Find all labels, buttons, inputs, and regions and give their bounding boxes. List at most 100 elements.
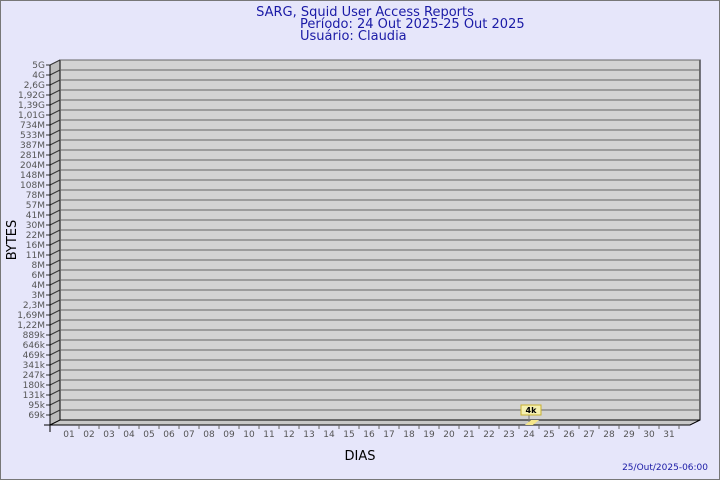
- y-tick-label: 22M: [26, 231, 45, 241]
- y-tick-label: 30M: [26, 221, 45, 231]
- x-tick-label: 30: [643, 430, 655, 440]
- y-tick-label: 57M: [26, 201, 45, 211]
- y-tick-label: 1,22M: [17, 321, 45, 331]
- y-tick-label: 281M: [20, 151, 45, 161]
- side-gridline: [49, 109, 61, 116]
- x-tick-label: 04: [123, 430, 135, 440]
- y-tick-label: 95k: [28, 401, 45, 411]
- y-tick-label: 16M: [26, 241, 45, 251]
- side-gridline: [49, 259, 61, 266]
- y-tick-label: 3M: [32, 291, 46, 301]
- timestamp: 25/Out/2025-06:00: [622, 463, 708, 473]
- y-tick-label: 469k: [23, 351, 46, 361]
- y-tick-label: 734M: [20, 121, 45, 131]
- x-tick-label: 19: [423, 430, 435, 440]
- side-gridline: [49, 119, 61, 126]
- side-gridline: [49, 399, 61, 406]
- side-gridline: [49, 229, 61, 236]
- side-gridline: [49, 169, 61, 176]
- x-tick-label: 12: [283, 430, 294, 440]
- x-tick-label: 14: [323, 430, 335, 440]
- y-tick-label: 341k: [23, 361, 46, 371]
- x-tick-label: 03: [103, 430, 114, 440]
- side-gridline: [49, 269, 61, 276]
- x-tick-label: 10: [243, 430, 255, 440]
- y-axis-label: BYTES: [5, 220, 20, 261]
- y-tick-label: 2,3M: [23, 301, 45, 311]
- y-tick-label: 889k: [23, 331, 46, 341]
- side-gridline: [49, 349, 61, 356]
- x-tick-label: 15: [343, 430, 354, 440]
- data-label: 4k: [526, 406, 538, 415]
- x-tick-label: 22: [483, 430, 494, 440]
- y-tick-label: 180k: [23, 381, 46, 391]
- x-tick-label: 13: [303, 430, 314, 440]
- side-gridline: [49, 189, 61, 196]
- side-gridline: [49, 409, 61, 416]
- x-tick-label: 20: [443, 430, 455, 440]
- y-tick-label: 4G: [32, 71, 45, 81]
- side-gridline: [49, 179, 61, 186]
- bar-day-24: [525, 420, 539, 425]
- x-tick-label: 25: [543, 430, 554, 440]
- x-tick-label: 02: [83, 430, 94, 440]
- side-gridline: [49, 279, 61, 286]
- x-tick-label: 08: [203, 430, 215, 440]
- x-tick-label: 11: [263, 430, 274, 440]
- side-gridline: [49, 159, 61, 166]
- x-tick-label: 23: [503, 430, 514, 440]
- side-gridline: [49, 359, 61, 366]
- side-gridline: [49, 199, 61, 206]
- y-tick-label: 4M: [32, 281, 46, 291]
- side-gridline: [49, 389, 61, 396]
- side-gridline: [49, 369, 61, 376]
- side-gridline: [49, 89, 61, 96]
- side-gridline: [49, 309, 61, 316]
- y-tick-label: 108M: [20, 181, 45, 191]
- side-gridline: [49, 329, 61, 336]
- side-gridline: [49, 209, 61, 216]
- x-tick-label: 28: [603, 430, 615, 440]
- side-gridline: [49, 129, 61, 136]
- side-gridline: [49, 339, 61, 346]
- side-gridline: [49, 249, 61, 256]
- x-tick-label: 07: [183, 430, 194, 440]
- x-tick-label: 29: [623, 430, 635, 440]
- x-tick-label: 18: [403, 430, 415, 440]
- y-tick-label: 11M: [26, 251, 45, 261]
- x-tick-label: 21: [463, 430, 474, 440]
- x-axis-label: DIAS: [345, 449, 376, 464]
- chart-user: Usuário: Claudia: [300, 29, 407, 44]
- y-tick-label: 78M: [26, 191, 45, 201]
- y-tick-label: 5G: [32, 61, 45, 71]
- floor: [49, 419, 701, 426]
- y-tick-label: 2,6G: [24, 81, 45, 91]
- y-tick-label: 1,39G: [18, 101, 45, 111]
- chart-period: Período: 24 Out 2025-25 Out 2025: [300, 17, 525, 32]
- x-tick-label: 09: [223, 430, 235, 440]
- y-tick-label: 387M: [20, 141, 45, 151]
- side-gridline: [49, 219, 61, 226]
- side-gridline: [49, 289, 61, 296]
- side-gridline: [49, 319, 61, 326]
- y-tick-label: 69k: [28, 411, 45, 421]
- y-tick-label: 646k: [23, 341, 46, 351]
- y-tick-label: 1,69M: [17, 311, 45, 321]
- side-gridline: [49, 239, 61, 246]
- y-tick-label: 6M: [32, 271, 46, 281]
- y-tick-label: 1,01G: [18, 111, 45, 121]
- y-tick-label: 131k: [23, 391, 46, 401]
- y-tick-label: 533M: [20, 131, 45, 141]
- data-label-box: [520, 404, 542, 416]
- y-tick-label: 204M: [20, 161, 45, 171]
- side-gridline: [49, 139, 61, 146]
- side-gridline: [49, 59, 61, 66]
- side-gridline: [49, 379, 61, 386]
- x-tick-label: 24: [523, 430, 535, 440]
- side-gridline: [49, 79, 61, 86]
- x-tick-label: 31: [663, 430, 674, 440]
- y-tick-label: 148M: [20, 171, 45, 181]
- x-tick-label: 26: [563, 430, 575, 440]
- x-tick-label: 17: [383, 430, 394, 440]
